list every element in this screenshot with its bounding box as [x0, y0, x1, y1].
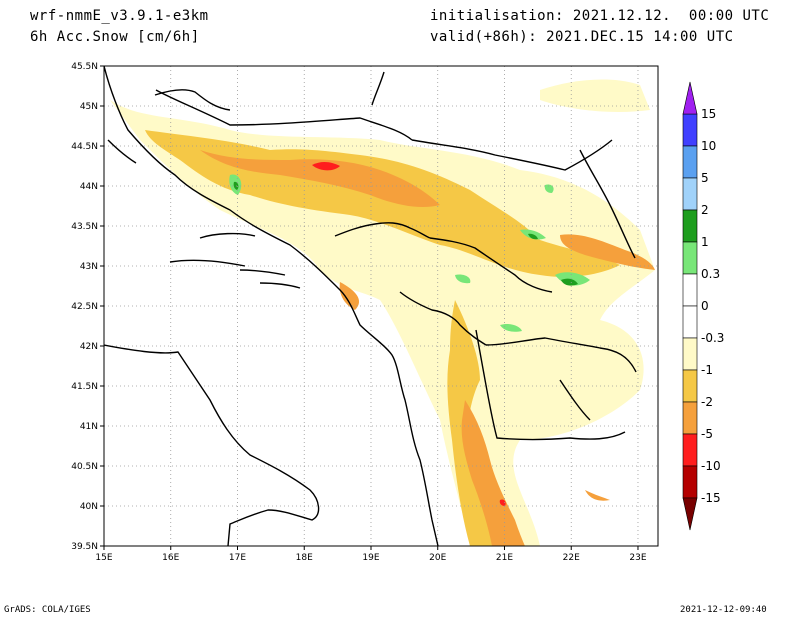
- lat-tick-label: 44.5N: [71, 142, 98, 152]
- colorbar: 15 10 5 2 1 0.3 0 -0.3 -1 -2 -5 -10 -15: [682, 81, 724, 531]
- lat-tick-label: 44N: [80, 182, 98, 192]
- colorbar-swatch: [682, 369, 698, 403]
- boundary-line: [169, 259, 246, 267]
- lat-tick-label: 40N: [80, 502, 98, 512]
- boundary-line: [475, 329, 626, 441]
- boundary-line: [559, 379, 591, 421]
- snow-area: [500, 323, 522, 332]
- coastlines-borders: [104, 66, 637, 546]
- colorbar-label: -10: [701, 459, 721, 473]
- colorbar-bottom-arrow: [682, 497, 698, 531]
- colorbar-top-arrow: [682, 81, 698, 115]
- boundary-line: [579, 149, 636, 259]
- snow-area: [585, 490, 610, 501]
- lon-tick-label: 16E: [162, 553, 179, 563]
- lon-tick-label: 19E: [362, 553, 379, 563]
- snow-area: [455, 274, 471, 284]
- colorbar-label: -1: [701, 363, 713, 377]
- colorbar-label: 2: [701, 203, 709, 217]
- snow-area: [447, 300, 520, 546]
- snow-area: [312, 162, 340, 171]
- boundary-line: [239, 269, 286, 276]
- boundary-line: [107, 139, 137, 164]
- colorbar-label: 10: [701, 139, 716, 153]
- lat-tick-label: 43.5N: [71, 222, 98, 232]
- boundary-line: [334, 222, 431, 239]
- lat-tick-label: 41N: [80, 422, 98, 432]
- boundary-line: [104, 66, 439, 546]
- lat-tick-label: 45.5N: [71, 62, 98, 72]
- snow-area: [339, 282, 360, 310]
- boundary-line: [399, 291, 487, 346]
- grid-lines: [104, 66, 658, 546]
- colorbar-label: -2: [701, 395, 713, 409]
- snow-area: [561, 278, 578, 286]
- lat-tick-label: 41.5N: [71, 382, 98, 392]
- snow-area: [200, 150, 440, 207]
- lat-tick-label: 39.5N: [71, 542, 98, 552]
- boundary-line: [154, 89, 231, 111]
- colorbar-label: 0: [701, 299, 709, 313]
- init-time: initialisation: 2021.12.12. 00:00 UTC: [430, 8, 770, 24]
- snow-area: [544, 184, 554, 193]
- boundary-line: [485, 337, 637, 373]
- colorbar-swatch: [682, 177, 698, 211]
- longitude-axis: 15E 16E 17E 18E 19E 20E 21E 22E 23E: [95, 546, 647, 563]
- valid-time: valid(+86h): 2021.DEC.15 14:00 UTC: [430, 29, 734, 45]
- colorbar-label: -5: [701, 427, 713, 441]
- colorbar-label: -0.3: [701, 331, 724, 345]
- footer-right: 2021-12-12-09:40: [680, 605, 767, 615]
- colorbar-swatch: [682, 401, 698, 435]
- lon-tick-label: 23E: [629, 553, 646, 563]
- colorbar-swatch: [682, 113, 698, 147]
- snow-area: [499, 499, 506, 506]
- colorbar-swatch: [682, 273, 698, 307]
- colorbar-swatch: [682, 337, 698, 371]
- colorbar-label: 15: [701, 107, 716, 121]
- colorbar-swatch: [682, 209, 698, 243]
- boundary-line: [371, 71, 385, 106]
- snow-area: [110, 100, 655, 546]
- latitude-axis: 45.5N 45N 44.5N 44N 43.5N 43N 42.5N 42N 41.5N 41N…: [71, 62, 104, 552]
- boundary-line: [199, 232, 256, 239]
- colorbar-swatch: [682, 305, 698, 339]
- colorbar-label: -15: [701, 491, 721, 505]
- lon-tick-label: 17E: [229, 553, 246, 563]
- snow-area: [560, 234, 655, 270]
- colorbar-swatch: [682, 465, 698, 499]
- lon-tick-label: 15E: [95, 553, 112, 563]
- snow-area: [461, 400, 525, 546]
- colorbar-swatch: [682, 433, 698, 467]
- footer-left: GrADS: COLA/IGES: [4, 605, 91, 615]
- snow-field: [110, 79, 655, 546]
- boundary-line: [429, 237, 553, 293]
- snow-area: [540, 79, 650, 112]
- lat-tick-label: 43N: [80, 262, 98, 272]
- lat-tick-label: 42N: [80, 342, 98, 352]
- lon-tick-label: 22E: [563, 553, 580, 563]
- boundary-line: [104, 344, 320, 546]
- boundary-line: [155, 89, 413, 141]
- colorbar-swatch: [682, 145, 698, 179]
- snow-area: [528, 233, 538, 240]
- variable-title: 6h Acc.Snow [cm/6h]: [30, 29, 200, 45]
- boundary-line: [259, 282, 301, 289]
- lat-tick-label: 45N: [80, 102, 98, 112]
- lat-tick-label: 42.5N: [71, 302, 98, 312]
- lat-tick-label: 40.5N: [71, 462, 98, 472]
- model-title: wrf-nmmE_v3.9.1-e3km: [30, 8, 209, 24]
- lon-tick-label: 20E: [429, 553, 446, 563]
- colorbar-label: 1: [701, 235, 709, 249]
- boundary-line: [411, 139, 613, 171]
- colorbar-swatch: [682, 241, 698, 275]
- lon-tick-label: 18E: [296, 553, 313, 563]
- colorbar-label: 0.3: [701, 267, 720, 281]
- colorbar-label: 5: [701, 171, 709, 185]
- lon-tick-label: 21E: [496, 553, 513, 563]
